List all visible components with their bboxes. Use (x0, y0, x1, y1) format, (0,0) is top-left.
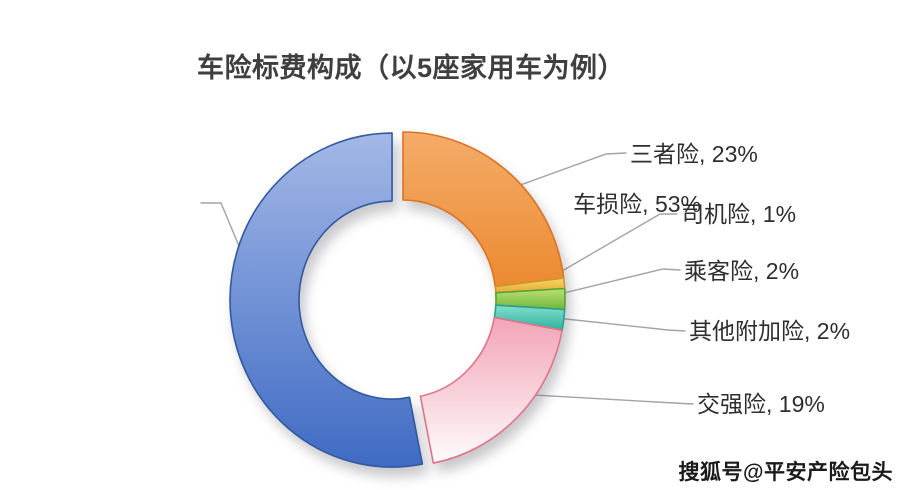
pie-segment-交强险 (419, 316, 563, 464)
leader-line-乘客险 (538, 268, 681, 300)
segment-label-其他附加险: 其他附加险, 2% (689, 318, 851, 344)
segment-label-车损险: 车损险, 53% (573, 191, 701, 217)
segment-label-司机险: 司机险, 1% (681, 201, 797, 227)
leader-line-司机险 (537, 213, 678, 286)
segment-label-三者险: 三者险, 23% (630, 141, 758, 167)
segment-label-交强险: 交强险, 19% (697, 391, 825, 417)
pie-segment-三者险 (402, 131, 565, 288)
leader-line-其他附加险 (537, 315, 686, 332)
watermark-text: 搜狐号@平安产险包头 (678, 461, 893, 484)
pie-segment-车损险 (229, 132, 424, 468)
leader-line-交强险 (497, 392, 694, 405)
chart-title: 车险标费构成（以5座家用车为例） (197, 53, 626, 83)
donut-segments-layer (229, 131, 566, 468)
segment-label-乘客险: 乘客险, 2% (684, 258, 800, 284)
leader-line-三者险 (489, 152, 627, 197)
